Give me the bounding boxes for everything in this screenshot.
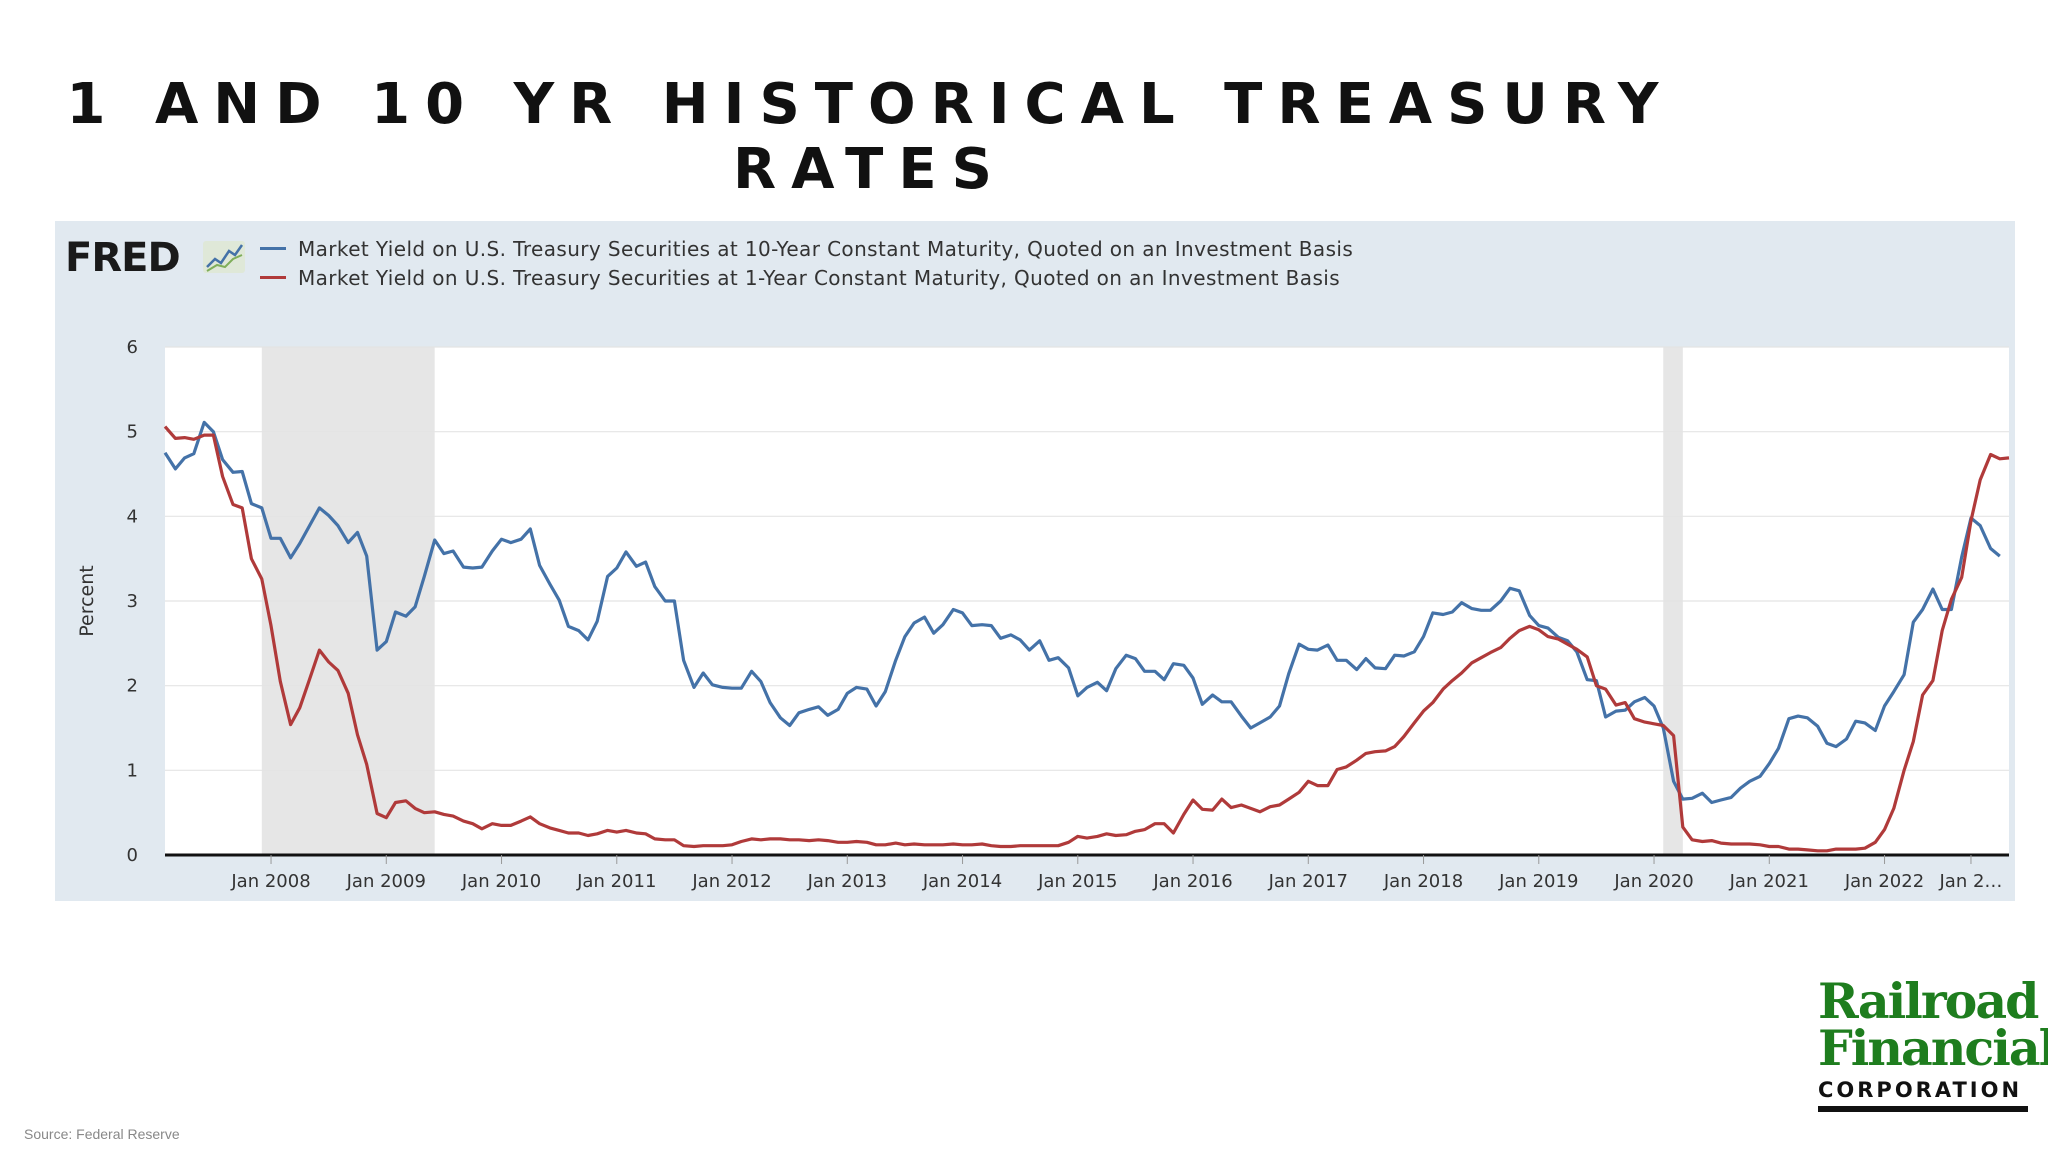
- gridlines: [165, 346, 2009, 771]
- legend-swatch-1yr: [260, 276, 286, 279]
- x-tick-label-9: Jan 2016: [1152, 871, 1232, 892]
- legend-label-1yr: Market Yield on U.S. Treasury Securities…: [298, 265, 1341, 290]
- fred-chart-panel: FRED Market Yield on U.S. Treasury Secur…: [55, 221, 2015, 901]
- brand-name-line3: CORPORATION: [1818, 1078, 2023, 1102]
- brand-name-line1: Railroad: [1818, 972, 2039, 1030]
- source-note: Source: Federal Reserve: [24, 1126, 180, 1142]
- x-tick-label-5: Jan 2012: [691, 871, 771, 892]
- legend-label-10yr: Market Yield on U.S. Treasury Securities…: [298, 236, 1354, 261]
- x-tick-label-7: Jan 2014: [922, 871, 1002, 892]
- page-title: 1 AND 10 YR HISTORICAL TREASURY RATES: [66, 72, 1674, 202]
- legend-item-10yr[interactable]: Market Yield on U.S. Treasury Securities…: [260, 234, 1353, 263]
- y-tick-label-0: 0: [127, 845, 138, 866]
- x-tick-label-4: Jan 2011: [576, 871, 656, 892]
- x-tick-label-3: Jan 2010: [461, 871, 541, 892]
- x-tick-label-11: Jan 2018: [1383, 871, 1463, 892]
- x-tick-label-14: Jan 2021: [1729, 871, 1809, 892]
- x-tick-label-6: Jan 2013: [807, 871, 887, 892]
- line-chart: 0 1 2 3 4 5 6 Jan 2008 Jan 2009 Jan 2010 Jan 2011 J…: [76, 337, 2010, 892]
- axes: 0 1 2 3 4 5 6 Jan 2008 Jan 2009 Jan 2010 Jan 2011 J…: [127, 337, 2009, 892]
- x-tick-label-12: Jan 2019: [1498, 871, 1578, 892]
- y-tick-label-4: 4: [127, 506, 138, 527]
- brand-logo: Railroad Financial CORPORATION: [1818, 972, 2048, 1112]
- x-tick-label-13: Jan 2020: [1613, 871, 1693, 892]
- series-line-1yr: [163, 425, 2010, 853]
- x-tick-label-1: Jan 2008: [230, 871, 310, 892]
- chart-legend: Market Yield on U.S. Treasury Securities…: [260, 234, 1353, 292]
- y-tick-label-5: 5: [127, 422, 138, 443]
- x-tick-label-2: Jan 2009: [346, 871, 426, 892]
- y-tick-label-3: 3: [127, 591, 138, 612]
- x-tick-label-15: Jan 2022: [1844, 871, 1924, 892]
- series-line-10yr: [163, 420, 2001, 805]
- x-tick-label-8: Jan 2015: [1037, 871, 1117, 892]
- y-axis-title: Percent: [76, 565, 98, 637]
- legend-swatch-10yr: [260, 247, 286, 250]
- y-tick-label-2: 2: [127, 676, 138, 697]
- brand-underline: [1818, 1106, 2028, 1112]
- x-tick-label-10: Jan 2017: [1268, 871, 1348, 892]
- fred-logo: FRED: [65, 235, 245, 281]
- series-lines: [163, 420, 2010, 853]
- chart-line-icon: [203, 241, 245, 273]
- x-tick-label-16: Jan 2…: [1939, 871, 2003, 892]
- legend-item-1yr[interactable]: Market Yield on U.S. Treasury Securities…: [260, 263, 1353, 292]
- fred-logo-text: FRED: [65, 235, 180, 281]
- y-tick-label-6: 6: [127, 337, 138, 358]
- y-tick-label-1: 1: [127, 760, 138, 781]
- brand-name-line2: Financial: [1818, 1019, 2048, 1077]
